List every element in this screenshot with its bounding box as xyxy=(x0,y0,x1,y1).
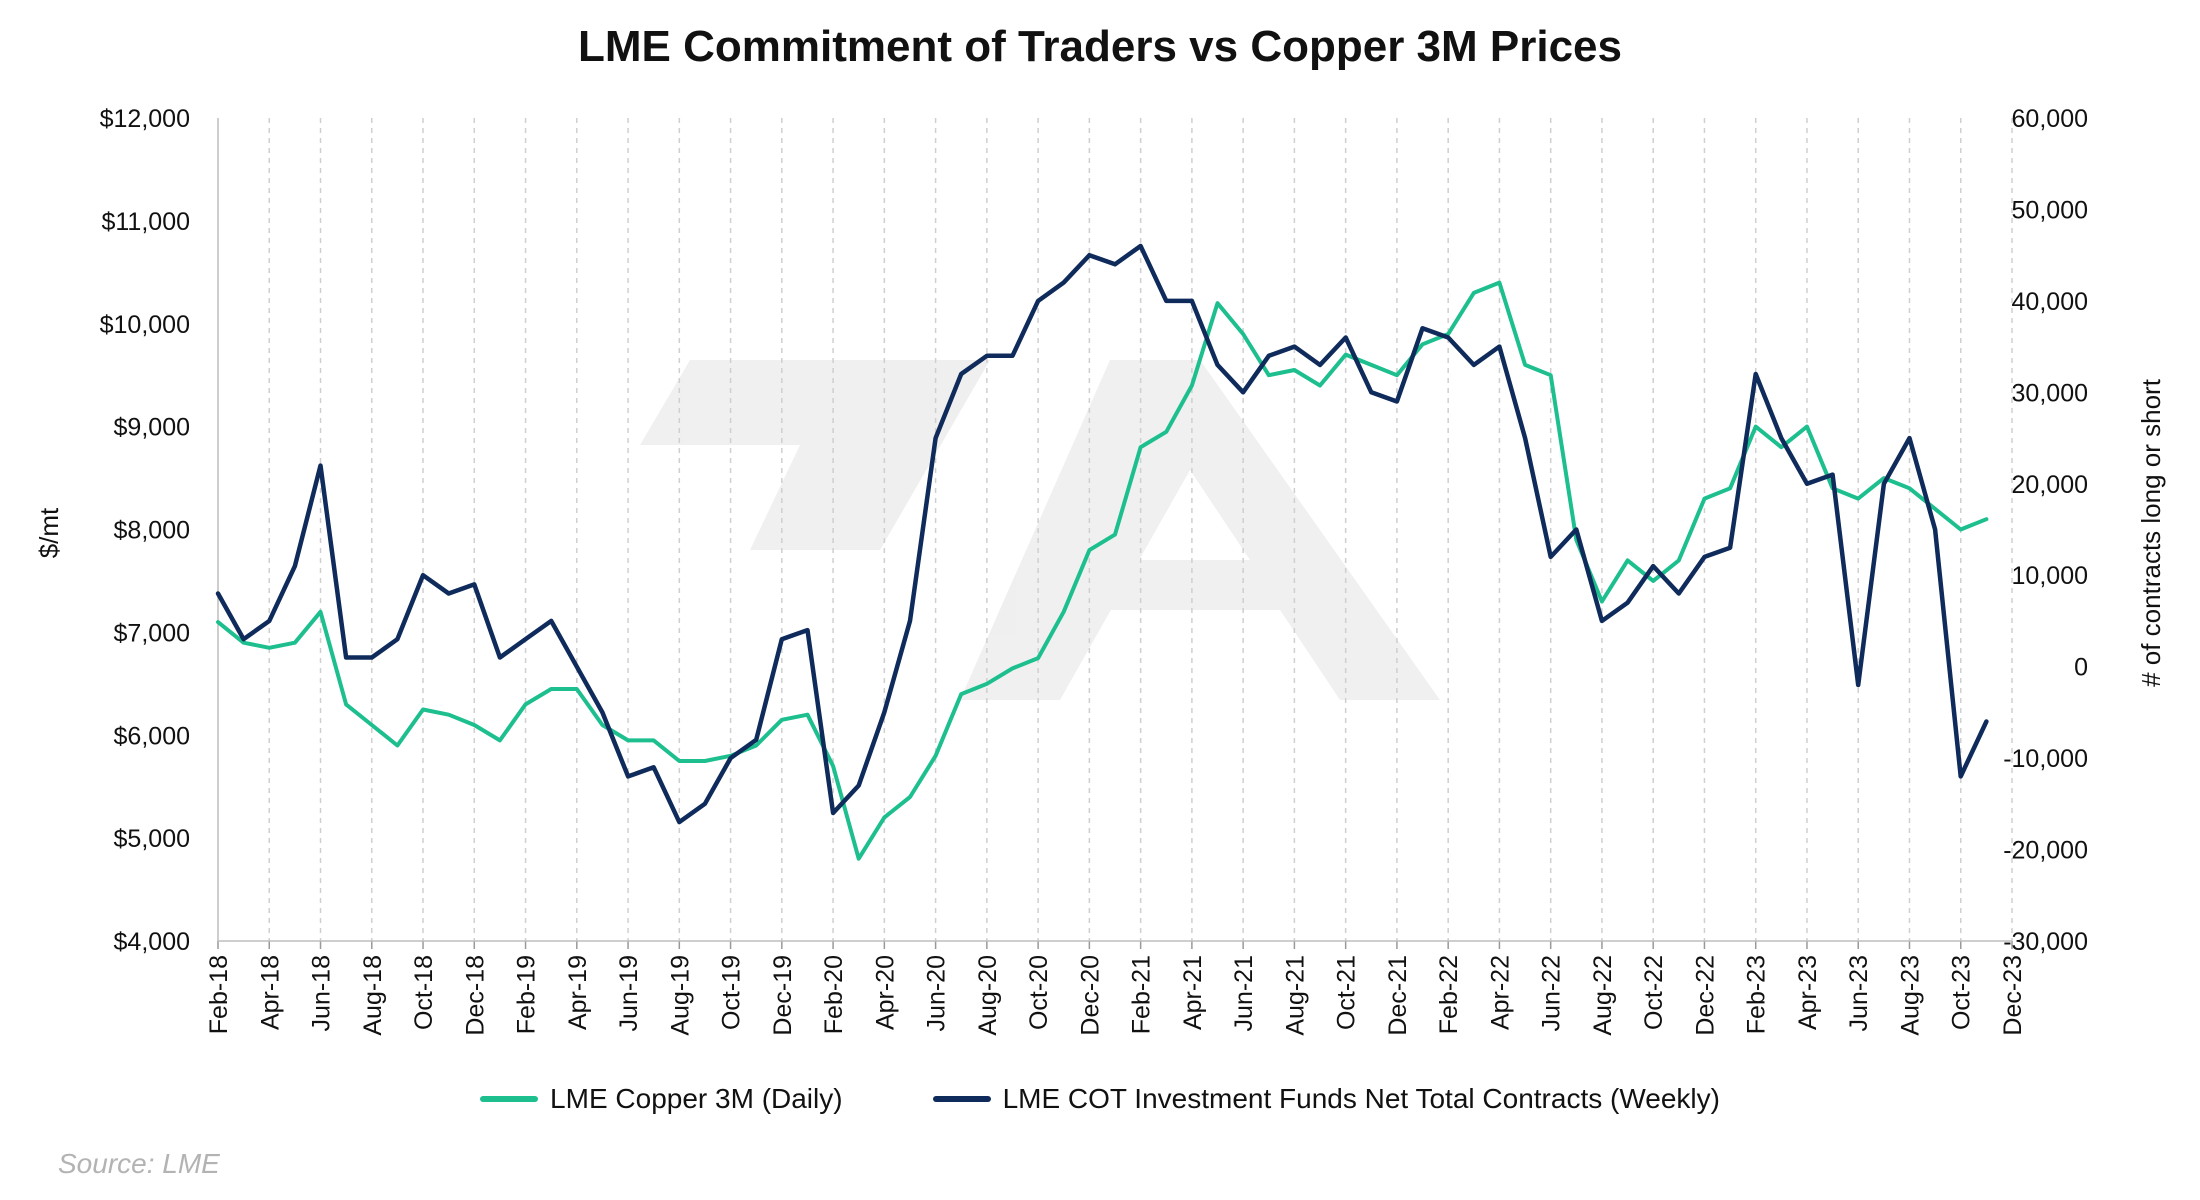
y-right-tick-label: -20,000 xyxy=(2003,837,2088,865)
x-tick-label: Dec-22 xyxy=(1691,955,1719,1036)
x-tick-label: Apr-22 xyxy=(1486,955,1514,1030)
legend-item-cot: LME COT Investment Funds Net Total Contr… xyxy=(932,1083,1720,1115)
source-note: Source: LME xyxy=(58,1148,220,1179)
x-tick-label: Dec-21 xyxy=(1384,955,1412,1036)
x-tick-label: Jun-22 xyxy=(1538,955,1566,1031)
legend-swatch-copper xyxy=(480,1096,539,1102)
watermark-logo xyxy=(640,360,1440,700)
y-axis-left-title: $/mt xyxy=(34,507,64,558)
x-tick-label: Aug-22 xyxy=(1589,955,1617,1036)
x-tick-label: Dec-19 xyxy=(769,955,797,1036)
x-tick-label: Apr-18 xyxy=(256,955,284,1030)
legend-swatch-cot xyxy=(932,1096,991,1102)
legend-item-copper: LME Copper 3M (Daily) xyxy=(480,1083,843,1115)
x-tick-label: Aug-20 xyxy=(974,955,1002,1036)
y-left-tick-label: $6,000 xyxy=(114,722,190,750)
y-right-tick-label: 0 xyxy=(2074,654,2088,682)
x-tick-label: Oct-21 xyxy=(1333,955,1361,1030)
y-right-tick-label: 60,000 xyxy=(2012,105,2088,133)
y-right-tick-label: 20,000 xyxy=(2012,471,2088,499)
chart-legend: LME Copper 3M (Daily) LME COT Investment… xyxy=(0,1083,2200,1115)
x-tick-label: Dec-23 xyxy=(1999,955,2027,1036)
x-tick-label: Apr-19 xyxy=(564,955,592,1030)
x-tick-label: Oct-18 xyxy=(410,955,438,1030)
y-right-tick-label: 30,000 xyxy=(2012,379,2088,407)
x-tick-label: Feb-20 xyxy=(820,955,848,1034)
y-axis-right-title: # of contracts long or short xyxy=(2136,378,2166,687)
x-tick-label: Apr-20 xyxy=(871,955,899,1030)
x-tick-label: Aug-21 xyxy=(1281,955,1309,1036)
y-left-tick-label: $11,000 xyxy=(101,208,190,236)
y-right-tick-label: 10,000 xyxy=(2012,562,2088,590)
y-left-tick-label: $4,000 xyxy=(114,928,190,956)
x-tick-label: Aug-18 xyxy=(359,955,387,1036)
x-tick-label: Jun-21 xyxy=(1230,955,1258,1031)
y-right-tick-label: 40,000 xyxy=(2012,288,2088,316)
x-tick-label: Feb-23 xyxy=(1743,955,1771,1034)
x-tick-label: Apr-23 xyxy=(1794,955,1822,1030)
y-left-tick-label: $10,000 xyxy=(100,311,190,339)
y-right-tick-label: 50,000 xyxy=(2012,196,2088,224)
series-line-cot xyxy=(215,243,1989,825)
y-left-tick-label: $7,000 xyxy=(114,619,190,647)
x-tick-label: Jun-19 xyxy=(615,955,643,1031)
legend-label-cot: LME COT Investment Funds Net Total Contr… xyxy=(1002,1083,1720,1114)
y-left-tick-label: $12,000 xyxy=(100,105,190,133)
x-tick-label: Dec-18 xyxy=(461,955,489,1036)
x-tick-label: Feb-21 xyxy=(1128,955,1156,1034)
x-tick-label: Jun-20 xyxy=(923,955,951,1031)
y-right-tick-label: -30,000 xyxy=(2003,928,2088,956)
x-tick-label: Oct-23 xyxy=(1948,955,1976,1030)
y-left-tick-label: $9,000 xyxy=(114,414,190,442)
x-tick-label: Apr-21 xyxy=(1179,955,1207,1030)
x-tick-label: Feb-19 xyxy=(513,955,541,1034)
x-tick-label: Feb-18 xyxy=(205,955,233,1034)
y-left-tick-label: $5,000 xyxy=(114,825,190,853)
x-tick-label: Oct-20 xyxy=(1025,955,1053,1030)
x-tick-label: Oct-19 xyxy=(718,955,746,1030)
y-left-tick-label: $8,000 xyxy=(114,517,190,545)
x-tick-label: Feb-22 xyxy=(1435,955,1463,1034)
x-tick-label: Jun-18 xyxy=(308,955,336,1031)
x-tick-label: Oct-22 xyxy=(1640,955,1668,1030)
y-right-tick-label: -10,000 xyxy=(2003,745,2088,773)
x-tick-label: Jun-23 xyxy=(1845,955,1873,1031)
x-tick-label: Aug-19 xyxy=(666,955,694,1036)
series-line-copper xyxy=(216,280,1989,861)
legend-label-copper: LME Copper 3M (Daily) xyxy=(550,1083,843,1114)
x-tick-label: Dec-20 xyxy=(1076,955,1104,1036)
chart-title: LME Commitment of Traders vs Copper 3M P… xyxy=(577,22,1623,71)
x-tick-label: Aug-23 xyxy=(1896,955,1924,1036)
